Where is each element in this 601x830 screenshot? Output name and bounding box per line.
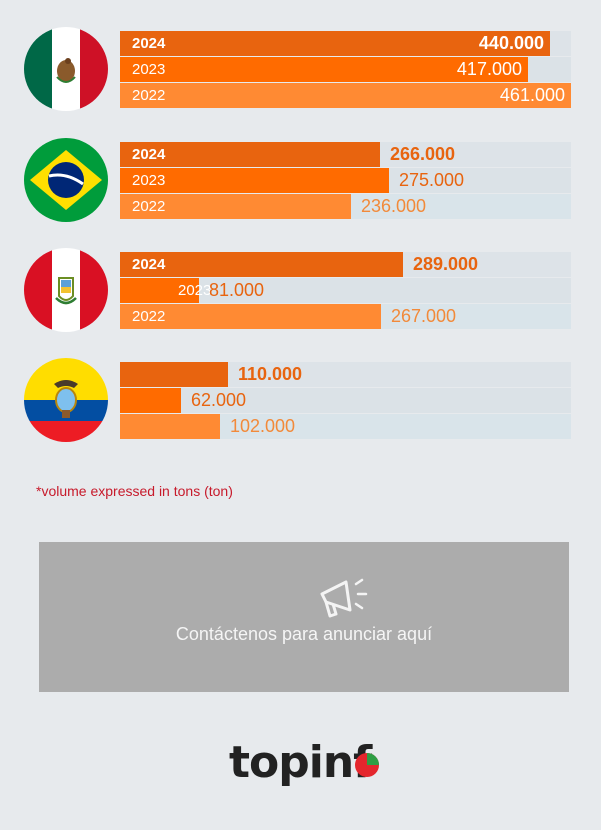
bar-row: 2023 275.000: [120, 168, 571, 193]
brazil-flag-icon: [24, 138, 108, 222]
bar-2023: [120, 57, 528, 82]
bar-row: 62.000: [120, 388, 571, 413]
chart-group-brazil: 2024 266.000 2023 275.000 2022 236.000: [0, 138, 601, 222]
bar-2022: [120, 194, 351, 219]
bar-row: 102.000: [120, 414, 571, 439]
brand-logo[interactable]: topinf: [229, 737, 372, 788]
ad-banner[interactable]: Contáctenos para anunciar aquí: [39, 542, 569, 692]
bar-row: 2023 417.000: [120, 57, 571, 82]
megaphone-icon: [320, 578, 368, 618]
value-label: 275.000: [399, 170, 465, 190]
bar-row: 2024 289.000: [120, 252, 571, 277]
bar-row: 2024 266.000: [120, 142, 571, 167]
logo-pie-icon: [355, 753, 379, 777]
bar-row: 2024 440.000: [120, 31, 571, 56]
bar-2024: [120, 142, 380, 167]
year-label: 2022: [132, 87, 166, 104]
bar-row: 2022 267.000: [120, 304, 571, 329]
ecuador-flag-icon: [24, 358, 108, 442]
chart-group-mexico: 2024 440.000 2023 417.000 2022 461.000: [0, 27, 601, 111]
bar-2024: [120, 31, 550, 56]
value-label: 81.000: [209, 280, 265, 300]
value-label: 266.000: [390, 144, 456, 164]
chart-group-ecuador: 110.000 62.000 102.000: [0, 358, 601, 442]
bar-2024: [120, 362, 228, 387]
value-label: 110.000: [238, 364, 303, 384]
footnote: *volume expressed in tons (ton): [36, 483, 233, 499]
ad-text: Contáctenos para anunciar aquí: [175, 624, 433, 644]
mexico-flag-icon: [24, 27, 108, 111]
value-label: 289.000: [413, 254, 479, 274]
year-label: 2023: [132, 172, 166, 189]
bar-2023: [120, 388, 181, 413]
value-label: 461.000: [499, 85, 565, 105]
bar-row: 2022 236.000: [120, 194, 571, 219]
value-label: 236.000: [361, 196, 427, 216]
bar-2022: [120, 83, 571, 108]
chart-group-peru: 2024 289.000 2023 81.000 2022 267.000: [0, 248, 601, 332]
bar-row: 2022 461.000: [120, 83, 571, 108]
value-label: 102.000: [230, 416, 296, 436]
peru-flag-icon: [24, 248, 108, 332]
bar-2024: [120, 252, 403, 277]
value-label: 267.000: [391, 306, 457, 326]
bar-2023: [120, 278, 199, 303]
year-label: 2023: [178, 282, 212, 299]
year-label: 2023: [132, 61, 166, 78]
bar-row: 2023 81.000: [120, 278, 571, 303]
year-label: 2024: [132, 35, 166, 52]
year-label: 2022: [132, 308, 166, 325]
value-label: 62.000: [191, 390, 247, 410]
year-label: 2024: [132, 256, 166, 273]
bar-2022: [120, 304, 381, 329]
value-label: 417.000: [456, 59, 522, 79]
year-label: 2024: [132, 146, 166, 163]
bar-2022: [120, 414, 220, 439]
value-label: 440.000: [478, 33, 544, 53]
year-label: 2022: [132, 198, 166, 215]
bar-2023: [120, 168, 389, 193]
bar-row: 110.000: [120, 362, 571, 387]
